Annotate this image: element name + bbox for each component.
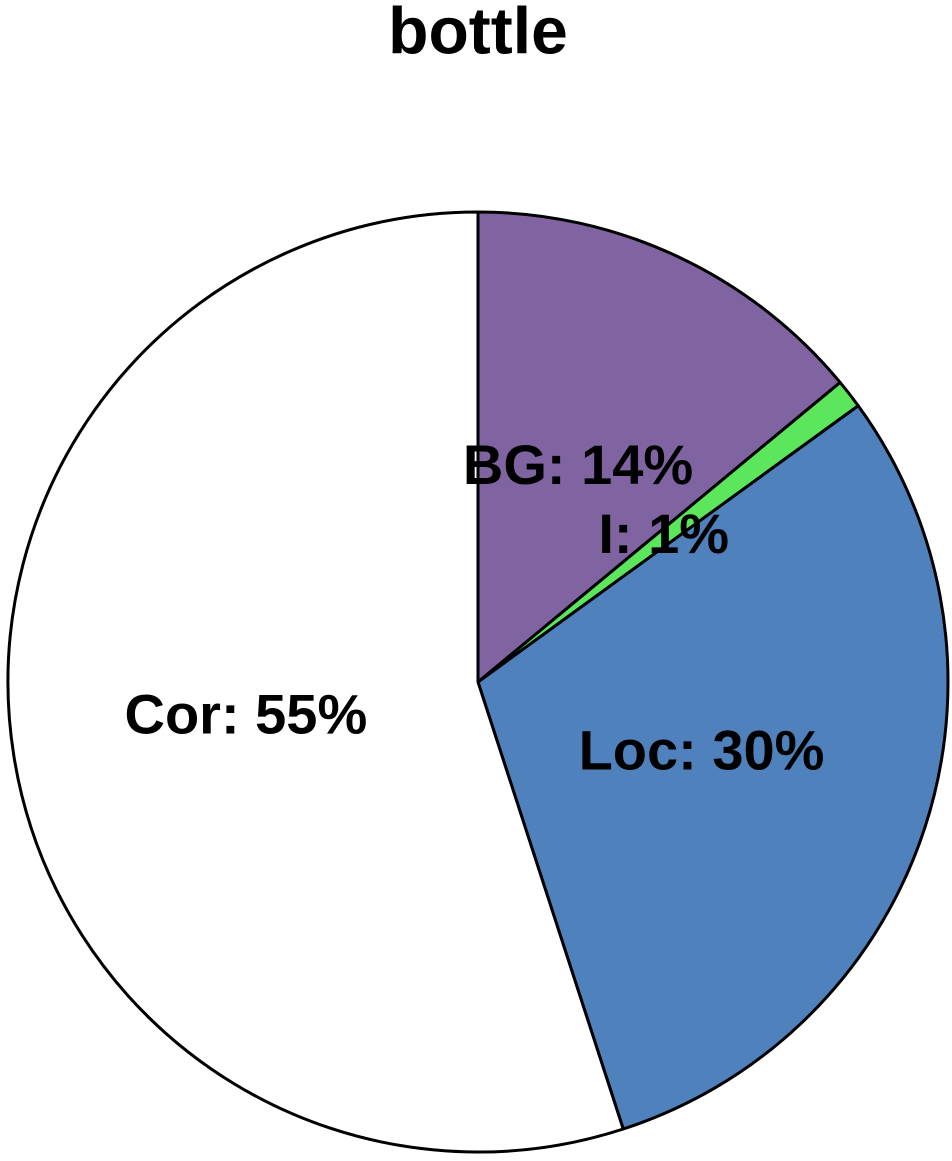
pie-slice <box>6 210 625 1154</box>
slice-label: Loc: 30% <box>579 718 825 781</box>
slice-label: Cor: 55% <box>125 683 368 746</box>
pie-slice <box>476 404 950 1131</box>
slice-label: I: 1% <box>598 502 729 565</box>
pie-slice <box>476 210 842 684</box>
slice-label: BG: 14% <box>463 433 693 496</box>
chart-title: bottle <box>388 0 568 67</box>
